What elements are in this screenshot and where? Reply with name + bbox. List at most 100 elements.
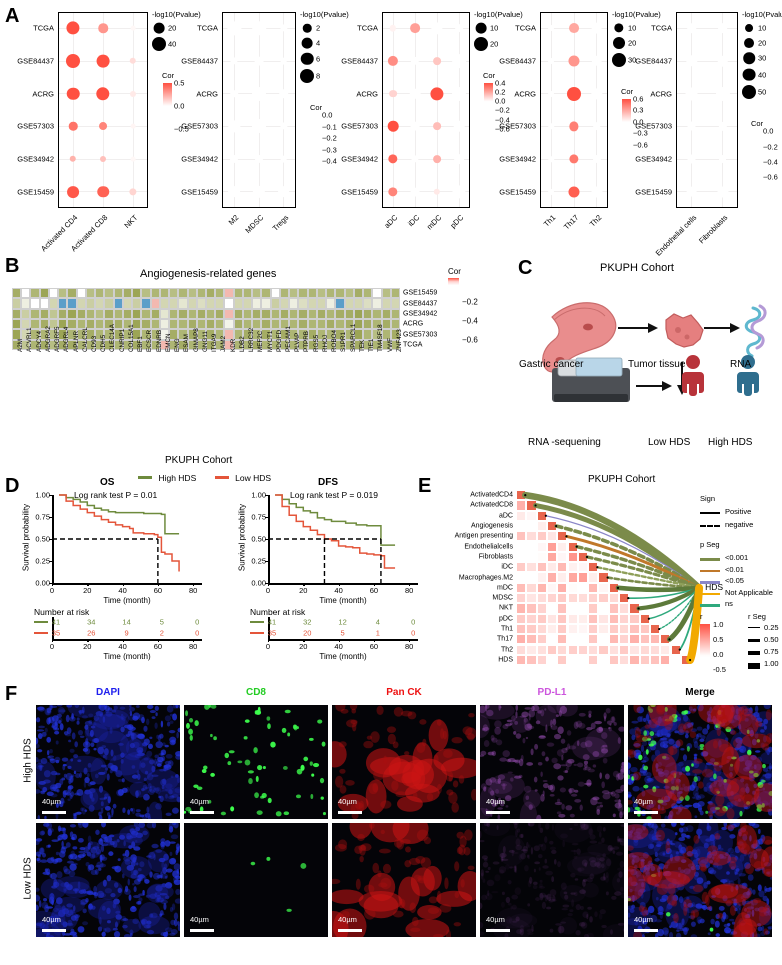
heatmap-cell — [224, 339, 234, 350]
heatmap-cell — [298, 329, 308, 340]
rseg-legend-label: 0.75 — [764, 647, 779, 656]
km-xlabel: Time (month) — [103, 596, 151, 605]
risk-x-tick: 40 — [118, 642, 127, 651]
corr-cell — [526, 520, 537, 532]
heatmap-cell — [381, 298, 391, 309]
heatmap-cell — [39, 329, 49, 340]
bubble — [387, 55, 399, 67]
chord-link — [636, 585, 702, 611]
heatmap-cell — [113, 288, 123, 299]
heatmap-cell — [390, 319, 400, 330]
dataset-label: GSE84437 — [635, 56, 672, 66]
dataset-label: GSE34942 — [341, 154, 378, 164]
bubble — [277, 185, 290, 198]
heatmap-cell — [390, 339, 400, 350]
km-y-tick: 0.75 — [35, 512, 50, 522]
corr-cell — [526, 623, 537, 635]
if-image-cd8-high-hds — [184, 705, 328, 819]
corr-cell — [536, 520, 547, 532]
heatmap-cell — [39, 339, 49, 350]
grid-vline — [458, 13, 460, 207]
heatmap-cell — [141, 339, 151, 350]
heatmap-cell — [289, 339, 299, 350]
size-legend-dot — [742, 85, 756, 100]
corr-cell — [546, 531, 558, 542]
bubble — [569, 121, 579, 131]
size-legend-dot — [301, 37, 313, 49]
corr-row-label: MDSC — [492, 594, 513, 602]
corr-cell — [629, 644, 640, 655]
arrow-right-icon-2 — [704, 323, 740, 333]
corr-cell — [557, 644, 568, 655]
scale-bar — [338, 811, 362, 814]
bubble — [230, 57, 238, 65]
km-x-axis — [52, 583, 202, 585]
km-y-tick: 0.75 — [251, 512, 266, 522]
chord-anchor-dot — [534, 504, 537, 507]
bubble — [280, 122, 288, 130]
km-pvalue: Log rank test P = 0.019 — [290, 490, 378, 500]
heatmap-cell — [150, 298, 160, 309]
heatmap-cell — [215, 339, 225, 350]
size-legend-value: 30 — [758, 53, 767, 63]
heatmap-cell — [307, 319, 317, 330]
corr-cell — [516, 562, 527, 573]
heatmap-cell — [289, 319, 299, 330]
km-x-tick: 20 — [83, 586, 92, 595]
heatmap-cell — [335, 329, 345, 340]
cor-tick: −0.2 — [495, 105, 510, 115]
cor-tick: 0.5 — [174, 78, 185, 88]
chord-anchor-dot — [585, 555, 589, 559]
heatmap-cell — [196, 329, 206, 340]
km-y-tickmark — [49, 583, 52, 585]
corr-cell — [546, 654, 558, 666]
risk-number: 4 — [375, 617, 380, 627]
size-legend-title: -log10(Pvalue) — [742, 10, 782, 19]
heatmap-cell — [307, 298, 317, 309]
scale-label: 40µm — [190, 915, 209, 924]
panel-c-label-gastric-cancer: Gastric cancer — [519, 359, 584, 370]
bubble — [452, 54, 466, 68]
heatmap-cell — [178, 298, 188, 309]
heatmap-cell — [224, 288, 234, 299]
heatmap-cell — [58, 329, 68, 340]
heatmap-cell — [224, 329, 234, 340]
sign-legend-line — [700, 525, 720, 527]
km-y-tick: 0.50 — [35, 534, 50, 544]
km-y-tick: 0.50 — [251, 534, 266, 544]
size-legend-dot — [745, 24, 753, 32]
rseg-legend-swatch — [748, 651, 760, 656]
dataset-label: GSE15459 — [181, 187, 218, 197]
pseg-legend-swatch — [700, 592, 720, 595]
bubble — [410, 56, 420, 66]
heatmap-cell — [289, 298, 299, 309]
row-label-low-hds: Low HDS — [22, 857, 34, 900]
heatmap-cell — [122, 339, 133, 350]
corr-cell — [588, 593, 599, 604]
heatmap-cell — [76, 319, 86, 330]
corr-cell — [516, 572, 527, 583]
heatmap-cell — [58, 288, 68, 299]
corr-cell — [526, 603, 537, 614]
heatmap-cell — [132, 298, 142, 309]
corr-cell — [536, 562, 547, 573]
heatmap-cell — [381, 329, 391, 340]
r-tick: -0.5 — [713, 665, 726, 674]
corr-cell — [567, 644, 578, 655]
heatmap-cell — [372, 319, 382, 330]
panel-d-title: PKUPH Cohort — [165, 455, 233, 466]
heatmap-cell — [353, 319, 364, 330]
arrow-right-icon-3 — [636, 381, 672, 391]
bubble — [717, 23, 728, 34]
risk-number: 41 — [267, 617, 277, 627]
heatmap-cell — [58, 319, 68, 330]
grid-vline — [392, 13, 394, 207]
tumor-tissue-icon — [665, 313, 704, 348]
panel-d-letter: D — [5, 475, 20, 497]
heatmap-cell — [48, 339, 59, 350]
heatmap-cell — [307, 288, 317, 299]
grid-hline — [677, 125, 737, 127]
corr-cell — [516, 603, 527, 614]
cor-tick: 0.0 — [322, 110, 333, 120]
